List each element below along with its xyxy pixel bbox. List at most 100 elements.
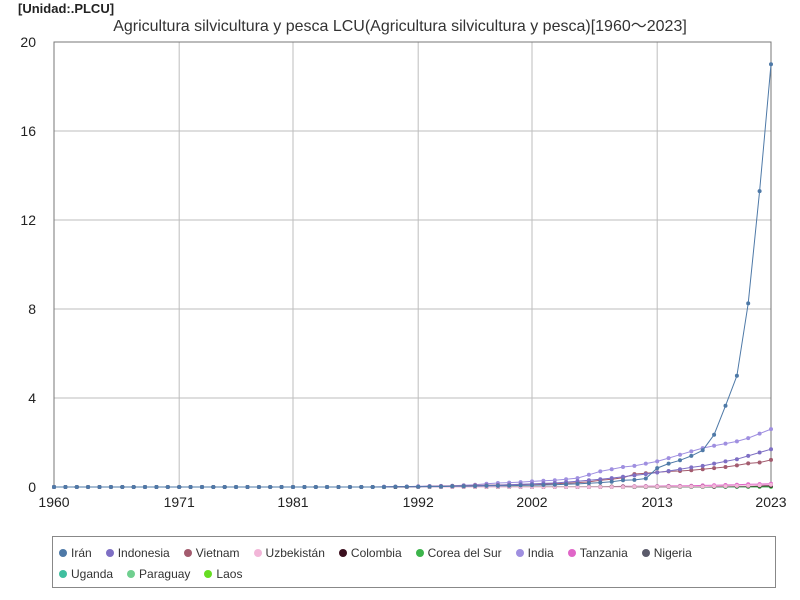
- legend-item: Nigeria: [641, 542, 692, 563]
- data-point: [404, 484, 409, 489]
- legend-item: Corea del Sur: [415, 542, 502, 563]
- data-point: [723, 484, 728, 489]
- data-point: [632, 463, 637, 468]
- data-point: [689, 484, 694, 489]
- data-point: [769, 62, 773, 67]
- data-point: [131, 485, 136, 489]
- data-point: [256, 485, 261, 489]
- y-tick-label: 12: [20, 212, 36, 228]
- data-point: [461, 484, 466, 489]
- data-point: [598, 480, 603, 485]
- legend-item: Laos: [204, 563, 242, 584]
- legend-marker: [641, 548, 650, 557]
- data-point: [689, 453, 694, 458]
- data-point: [222, 485, 227, 489]
- data-point: [723, 403, 728, 408]
- data-point: [564, 477, 569, 482]
- data-point: [188, 485, 193, 489]
- data-point: [234, 485, 239, 489]
- legend-item: Paraguay: [127, 563, 190, 584]
- data-point: [154, 485, 159, 489]
- data-point: [200, 485, 204, 489]
- data-point: [769, 457, 773, 462]
- legend-marker: [59, 569, 67, 578]
- legend-item: Uzbekistán: [253, 542, 325, 563]
- data-point: [575, 485, 580, 489]
- series-line: [54, 459, 772, 488]
- x-tick-label: 2002: [516, 494, 547, 510]
- data-point: [769, 447, 773, 452]
- data-point: [632, 473, 637, 478]
- data-point: [495, 483, 500, 488]
- data-point: [609, 467, 614, 472]
- legend-label: Indonesia: [117, 545, 170, 560]
- y-tick-label: 0: [28, 479, 36, 495]
- x-tick-label: 2013: [642, 494, 673, 510]
- series-line: [54, 448, 772, 488]
- data-point: [609, 476, 614, 481]
- legend-marker: [338, 548, 347, 557]
- data-point: [689, 468, 694, 473]
- data-point: [700, 467, 705, 472]
- legend-label: India: [527, 545, 554, 560]
- data-point: [268, 485, 273, 489]
- data-point: [518, 483, 523, 488]
- axes: [53, 41, 772, 488]
- data-point: [757, 450, 762, 455]
- data-point: [86, 485, 91, 489]
- legend-label: Nigeria: [653, 545, 692, 560]
- data-point: [643, 472, 648, 477]
- data-point: [655, 484, 660, 489]
- data-point: [541, 483, 546, 487]
- y-tick-label: 4: [28, 390, 36, 406]
- series-India: [52, 427, 773, 489]
- data-point: [302, 485, 307, 489]
- legend-item: Tanzania: [567, 542, 628, 563]
- data-point: [63, 485, 68, 489]
- data-point: [621, 485, 625, 489]
- legend-label: Uganda: [71, 566, 114, 581]
- data-point: [746, 453, 751, 458]
- data-point: [609, 485, 614, 489]
- data-point: [336, 485, 341, 489]
- data-point: [484, 483, 489, 488]
- data-point: [416, 484, 421, 489]
- data-point: [575, 476, 580, 481]
- data-point: [689, 465, 694, 470]
- legend-marker: [567, 548, 576, 557]
- data-point: [586, 485, 591, 489]
- data-point: [473, 484, 478, 489]
- data-point: [621, 474, 625, 479]
- data-point: [621, 465, 625, 469]
- data-point: [734, 439, 739, 444]
- data-point: [655, 459, 660, 464]
- data-point: [769, 427, 773, 432]
- data-point: [632, 484, 637, 489]
- data-point: [359, 485, 364, 489]
- data-point: [734, 373, 739, 378]
- data-point: [712, 432, 717, 437]
- data-point: [450, 484, 455, 489]
- data-point: [700, 484, 705, 489]
- data-point: [655, 466, 660, 471]
- data-point: [746, 461, 751, 466]
- data-point: [700, 448, 705, 453]
- data-point: [313, 485, 318, 489]
- legend-label: Paraguay: [139, 566, 191, 581]
- data-point: [279, 485, 284, 489]
- data-point: [370, 485, 375, 489]
- data-point: [507, 483, 512, 488]
- data-point: [666, 484, 671, 489]
- x-tick-label: 1971: [164, 494, 195, 510]
- data-point: [586, 472, 591, 477]
- data-point: [734, 463, 739, 468]
- data-point: [643, 476, 648, 481]
- legend-item: Colombia: [338, 542, 402, 563]
- series-Indonesia: [52, 447, 773, 489]
- data-point: [666, 456, 671, 461]
- legend-label: Uzbekistán: [265, 545, 325, 560]
- data-point: [666, 461, 671, 466]
- data-point: [439, 484, 443, 489]
- unit-label: [Unidad:.PLCU]: [18, 1, 115, 16]
- legend-label: Tanzania: [579, 545, 628, 560]
